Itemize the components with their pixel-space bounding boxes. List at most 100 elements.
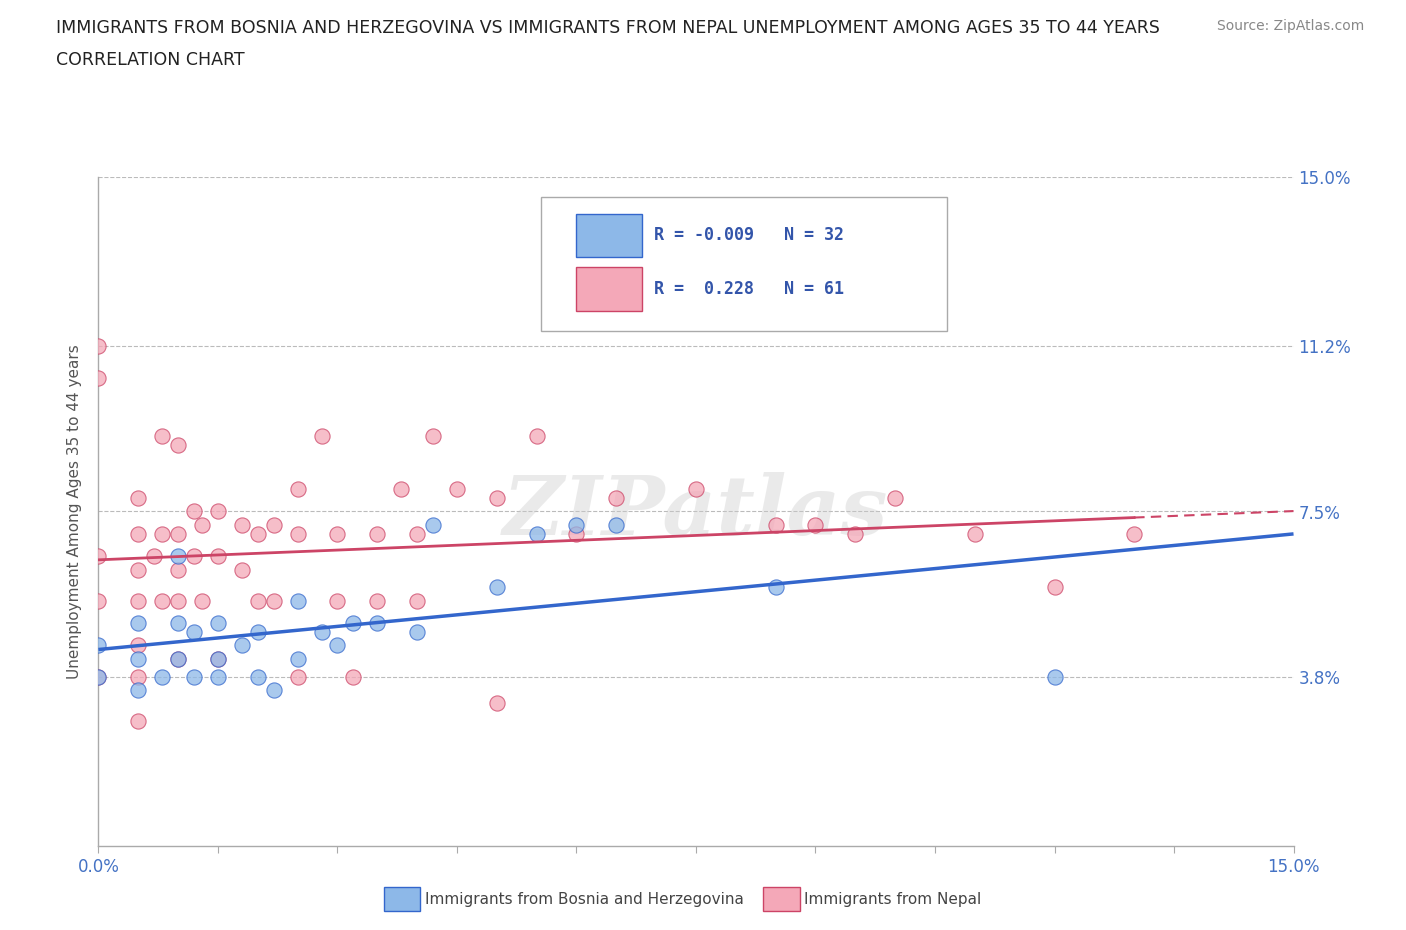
Point (1043, 580, 1066, 595)
Point (422, 428, 444, 443)
Point (406, 593, 429, 608)
Point (765, 517, 787, 532)
Point (127, 714, 149, 729)
Point (150, 670, 173, 684)
Point (1043, 670, 1066, 684)
Text: IMMIGRANTS FROM BOSNIA AND HERZEGOVINA VS IMMIGRANTS FROM NEPAL UNEMPLOYMENT AMO: IMMIGRANTS FROM BOSNIA AND HERZEGOVINA V… (56, 19, 1160, 36)
Point (207, 504, 229, 519)
Point (143, 549, 166, 564)
Point (207, 651, 229, 666)
FancyBboxPatch shape (576, 267, 643, 311)
Point (366, 616, 388, 631)
Point (127, 616, 149, 631)
Point (804, 517, 827, 532)
Point (246, 526, 269, 541)
Point (207, 549, 229, 564)
Point (526, 526, 548, 541)
Point (326, 638, 349, 653)
Point (167, 616, 190, 631)
Point (287, 526, 309, 541)
Point (150, 593, 173, 608)
Point (565, 517, 588, 532)
Point (127, 491, 149, 506)
Point (366, 526, 388, 541)
Point (263, 593, 285, 608)
Point (87, 638, 110, 653)
Point (167, 526, 190, 541)
Point (183, 549, 205, 564)
Point (167, 651, 190, 666)
Y-axis label: Unemployment Among Ages 35 to 44 years: Unemployment Among Ages 35 to 44 years (67, 344, 83, 679)
Point (287, 670, 309, 684)
Point (311, 428, 333, 443)
Point (87, 370, 110, 385)
FancyBboxPatch shape (540, 197, 948, 331)
Point (526, 428, 548, 443)
Point (231, 562, 253, 577)
Point (406, 625, 429, 640)
Point (127, 526, 149, 541)
Point (422, 517, 444, 532)
Point (183, 670, 205, 684)
Point (167, 562, 190, 577)
Point (87, 593, 110, 608)
Point (485, 696, 508, 711)
Point (287, 593, 309, 608)
Point (605, 517, 627, 532)
Point (207, 670, 229, 684)
Text: Source: ZipAtlas.com: Source: ZipAtlas.com (1216, 19, 1364, 33)
Point (150, 526, 173, 541)
Point (263, 683, 285, 698)
Point (565, 526, 588, 541)
Point (1123, 526, 1146, 541)
Point (150, 428, 173, 443)
Point (127, 651, 149, 666)
Point (87, 670, 110, 684)
Text: Immigrants from Nepal: Immigrants from Nepal (804, 892, 981, 907)
Point (446, 482, 468, 497)
Point (183, 625, 205, 640)
Point (167, 549, 190, 564)
Point (366, 593, 388, 608)
Point (844, 526, 866, 541)
Point (246, 670, 269, 684)
Point (884, 491, 907, 506)
Point (326, 593, 349, 608)
Point (263, 517, 285, 532)
Point (485, 580, 508, 595)
Point (167, 437, 190, 452)
Text: R =  0.228   N = 61: R = 0.228 N = 61 (654, 280, 844, 299)
Point (127, 638, 149, 653)
Point (963, 526, 986, 541)
Point (191, 517, 214, 532)
Point (342, 670, 364, 684)
Point (127, 562, 149, 577)
Point (207, 651, 229, 666)
Point (183, 504, 205, 519)
Point (287, 651, 309, 666)
Text: CORRELATION CHART: CORRELATION CHART (56, 51, 245, 69)
Point (167, 593, 190, 608)
Point (87, 549, 110, 564)
Text: R = -0.009   N = 32: R = -0.009 N = 32 (654, 226, 844, 244)
Point (311, 625, 333, 640)
Point (485, 491, 508, 506)
Point (342, 616, 364, 631)
Point (127, 670, 149, 684)
Point (287, 482, 309, 497)
Point (326, 526, 349, 541)
Text: Immigrants from Bosnia and Herzegovina: Immigrants from Bosnia and Herzegovina (425, 892, 744, 907)
Point (406, 526, 429, 541)
Point (389, 482, 412, 497)
Point (167, 651, 190, 666)
Text: ZIPatlas: ZIPatlas (503, 472, 889, 551)
Point (191, 593, 214, 608)
Point (127, 593, 149, 608)
Point (605, 491, 627, 506)
Point (87, 339, 110, 353)
Point (231, 517, 253, 532)
Point (207, 616, 229, 631)
FancyBboxPatch shape (576, 214, 643, 257)
Point (231, 638, 253, 653)
Point (246, 593, 269, 608)
